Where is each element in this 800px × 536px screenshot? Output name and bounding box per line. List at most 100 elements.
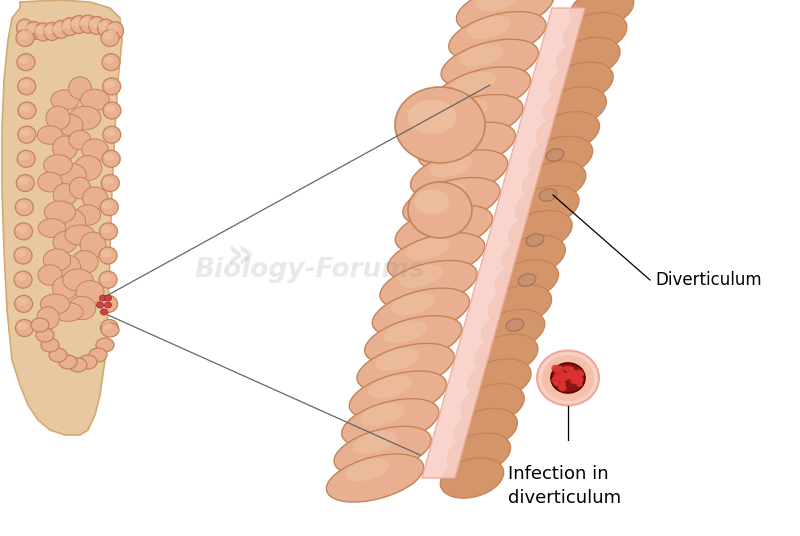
Ellipse shape	[105, 295, 111, 301]
Ellipse shape	[18, 78, 36, 95]
Ellipse shape	[18, 32, 29, 40]
Ellipse shape	[99, 295, 118, 312]
Ellipse shape	[101, 226, 112, 233]
Ellipse shape	[102, 175, 119, 191]
Ellipse shape	[79, 15, 97, 33]
Ellipse shape	[438, 106, 521, 142]
Ellipse shape	[350, 371, 446, 419]
Ellipse shape	[38, 219, 66, 237]
Ellipse shape	[449, 12, 546, 59]
Ellipse shape	[447, 433, 510, 473]
Ellipse shape	[16, 250, 26, 257]
Ellipse shape	[578, 371, 584, 377]
Ellipse shape	[68, 296, 96, 319]
Ellipse shape	[398, 265, 442, 288]
Ellipse shape	[573, 370, 578, 375]
Ellipse shape	[345, 459, 389, 481]
Ellipse shape	[440, 458, 504, 498]
Ellipse shape	[54, 23, 64, 32]
Ellipse shape	[342, 399, 439, 447]
Ellipse shape	[57, 114, 83, 136]
Ellipse shape	[408, 182, 472, 238]
Ellipse shape	[441, 39, 538, 87]
Ellipse shape	[365, 316, 462, 364]
Ellipse shape	[437, 127, 481, 150]
Ellipse shape	[460, 44, 503, 66]
Ellipse shape	[38, 172, 62, 192]
Ellipse shape	[16, 226, 27, 233]
Ellipse shape	[338, 465, 422, 501]
Ellipse shape	[568, 372, 573, 376]
Ellipse shape	[482, 309, 545, 350]
Ellipse shape	[370, 354, 452, 390]
Ellipse shape	[539, 189, 557, 201]
Ellipse shape	[18, 126, 36, 143]
Ellipse shape	[426, 94, 523, 143]
Ellipse shape	[353, 431, 397, 453]
Ellipse shape	[395, 205, 493, 253]
Ellipse shape	[18, 56, 30, 64]
Ellipse shape	[414, 210, 458, 233]
Ellipse shape	[36, 328, 54, 342]
Ellipse shape	[14, 271, 32, 288]
Ellipse shape	[63, 20, 73, 29]
Ellipse shape	[518, 274, 536, 286]
Ellipse shape	[69, 106, 101, 130]
Ellipse shape	[559, 380, 566, 385]
Ellipse shape	[346, 437, 429, 473]
Ellipse shape	[357, 344, 454, 391]
Ellipse shape	[62, 269, 94, 291]
Ellipse shape	[44, 155, 72, 175]
Ellipse shape	[475, 0, 519, 11]
Ellipse shape	[102, 54, 120, 71]
Ellipse shape	[81, 90, 110, 111]
Ellipse shape	[103, 56, 114, 64]
Ellipse shape	[557, 366, 564, 372]
Ellipse shape	[561, 382, 566, 386]
Ellipse shape	[103, 126, 121, 143]
Ellipse shape	[566, 373, 573, 379]
Ellipse shape	[575, 376, 584, 383]
Ellipse shape	[19, 80, 30, 88]
Ellipse shape	[99, 21, 109, 31]
Ellipse shape	[18, 177, 29, 185]
Ellipse shape	[43, 249, 70, 271]
Ellipse shape	[72, 18, 82, 27]
Ellipse shape	[557, 38, 620, 78]
Ellipse shape	[53, 232, 77, 252]
Ellipse shape	[101, 274, 111, 281]
Ellipse shape	[90, 19, 100, 28]
Ellipse shape	[558, 375, 564, 381]
Ellipse shape	[537, 351, 599, 406]
Ellipse shape	[495, 260, 558, 300]
Ellipse shape	[82, 187, 107, 209]
Ellipse shape	[46, 106, 70, 130]
Ellipse shape	[16, 274, 26, 281]
Ellipse shape	[69, 130, 91, 150]
Ellipse shape	[104, 80, 115, 88]
Ellipse shape	[422, 182, 466, 205]
Ellipse shape	[59, 256, 81, 280]
Ellipse shape	[16, 175, 34, 191]
Ellipse shape	[16, 29, 34, 47]
Ellipse shape	[554, 366, 562, 373]
Ellipse shape	[81, 18, 91, 27]
Ellipse shape	[410, 150, 508, 198]
Ellipse shape	[506, 319, 524, 331]
Ellipse shape	[89, 17, 106, 34]
Ellipse shape	[376, 348, 419, 371]
Ellipse shape	[17, 54, 35, 71]
Ellipse shape	[53, 136, 78, 160]
Ellipse shape	[454, 50, 536, 86]
Ellipse shape	[575, 378, 582, 384]
Ellipse shape	[101, 309, 107, 315]
Ellipse shape	[446, 78, 528, 114]
Ellipse shape	[418, 122, 515, 170]
Ellipse shape	[560, 371, 565, 375]
Ellipse shape	[559, 384, 565, 390]
Ellipse shape	[574, 377, 579, 382]
Ellipse shape	[106, 21, 123, 40]
Ellipse shape	[467, 17, 511, 39]
Ellipse shape	[34, 23, 51, 41]
Ellipse shape	[553, 367, 559, 373]
